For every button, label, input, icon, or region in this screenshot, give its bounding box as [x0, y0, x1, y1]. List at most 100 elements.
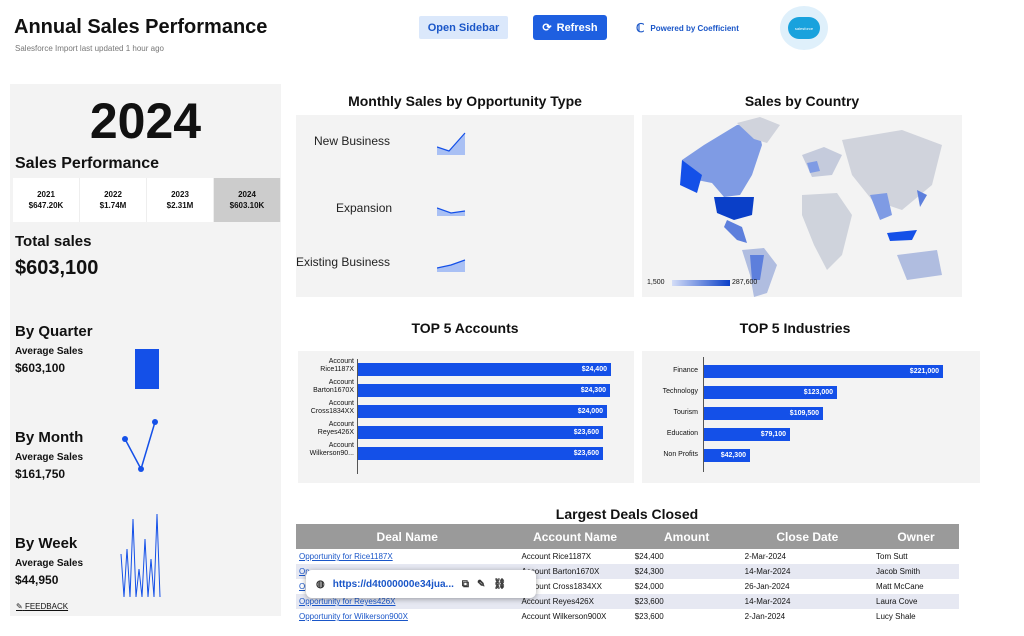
legend-min: 1,500 [647, 279, 665, 286]
top-industries-title: TOP 5 Industries [739, 320, 851, 336]
table-cell: Matt McCane [876, 582, 924, 591]
table-cell: $24,000 [634, 582, 664, 591]
table-cell: Jacob Smith [873, 564, 959, 579]
col-owner[interactable]: Owner [873, 524, 959, 549]
table-cell: $24,300 [631, 564, 742, 579]
account-axis-label: Account Cross1834XX [310, 400, 354, 415]
col-account-name[interactable]: Account Name [518, 524, 632, 549]
col-close-date[interactable]: Close Date [741, 524, 874, 549]
table-cell: Laura Cove [873, 594, 959, 609]
page-title: Annual Sales Performance [14, 16, 268, 38]
coefficient-icon: ℂ [636, 21, 645, 35]
quarter-avg-label: Average Sales [15, 346, 84, 357]
pencil-icon: ✎ [16, 602, 23, 611]
top-accounts-chart: Account Rice1187X $24,400 Account Barton1670… [298, 351, 634, 483]
total-sales-label: Total sales [15, 233, 92, 250]
table-cell: 26-Jan-2024 [744, 582, 790, 591]
existing-business-sparkline [437, 259, 466, 272]
industry-bar[interactable]: $42,300 [704, 449, 750, 462]
account-bar[interactable]: $24,000 [358, 405, 607, 418]
deals-header-row: Deal Name Account Name Amount Close Date… [296, 524, 959, 549]
col-deal-name[interactable]: Deal Name [296, 524, 519, 549]
account-bar[interactable]: $24,400 [358, 363, 611, 376]
monthly-sales-panel: New Business Expansion Existing Business [296, 115, 634, 297]
powered-by-label: Powered by Coefficient [650, 23, 739, 33]
type-label-expansion: Expansion [336, 201, 393, 215]
salesforce-logo: salesforce [780, 6, 828, 50]
by-month-label: By Month [15, 429, 84, 446]
year-tab-2023[interactable]: 2023 $2.31M [147, 178, 214, 222]
table-cell: 2-Jan-2024 [744, 612, 786, 621]
industry-axis-label: Non Profits [663, 451, 698, 458]
account-bar[interactable]: $23,600 [358, 447, 603, 460]
year-tab-value: $647.20K [28, 201, 64, 210]
industry-bar[interactable]: $221,000 [704, 365, 943, 378]
account-bar[interactable]: $24,300 [358, 384, 610, 397]
left-summary-panel: 2024 Sales Performance 2021 $647.20K 2022… [10, 84, 281, 616]
powered-by-link[interactable]: ℂ Powered by Coefficient [636, 21, 739, 35]
account-axis-label: Account Reyes426X [317, 421, 354, 436]
globe-icon: ◍ [316, 578, 325, 590]
industry-axis-label: Education [666, 430, 698, 437]
total-sales-value: $603,100 [15, 257, 99, 279]
industry-bar[interactable]: $79,100 [704, 428, 790, 441]
industries-axis [703, 357, 704, 472]
sales-by-country-map[interactable]: 1,500 287,600 [642, 115, 962, 297]
sales-performance-heading: Sales Performance [15, 155, 160, 172]
refresh-label: Refresh [556, 21, 598, 34]
open-sidebar-button[interactable]: Open Sidebar [419, 16, 508, 39]
type-label-new-business: New Business [314, 134, 391, 148]
deal-link[interactable]: Opportunity for Rice1187X [299, 552, 393, 561]
table-row: Opportunity for Wilkerson900X Account Wil… [296, 609, 959, 624]
year-tab-2021[interactable]: 2021 $647.20K [13, 178, 80, 222]
month-sparkline [122, 419, 158, 472]
popup-url-link[interactable]: https://d4t000000e34jua... [332, 578, 454, 590]
table-cell: 2-Mar-2024 [744, 552, 787, 561]
refresh-icon: ⟳ [542, 22, 552, 34]
deal-link[interactable]: Op [299, 582, 310, 591]
feedback-link[interactable]: ✎ FEEDBACK [16, 602, 68, 611]
table-cell: 14-Mar-2024 [741, 594, 874, 609]
unlink-icon[interactable]: ⛓ [493, 578, 507, 590]
week-sparkline [120, 513, 161, 598]
table-cell: 14-Mar-2024 [741, 564, 874, 579]
edit-icon[interactable]: ✎ [477, 578, 486, 590]
col-amount[interactable]: Amount [631, 524, 742, 549]
table-cell: Account Barton1670X [518, 564, 632, 579]
table-cell: Account Rice1187X [521, 552, 592, 561]
deal-link[interactable]: Opportunity for Wilkerson900X [299, 612, 408, 621]
table-cell: Account Cross1834XX [521, 582, 602, 591]
industry-bar[interactable]: $123,000 [704, 386, 837, 399]
world-map [680, 117, 942, 297]
year-tab-label: 2022 [104, 190, 122, 199]
by-week-label: By Week [15, 535, 78, 552]
accounts-axis [357, 359, 358, 474]
page-subtitle: Salesforce Import last updated 1 hour ag… [15, 44, 164, 53]
table-cell: $23,600 [634, 612, 664, 621]
table-row: Opportunity for Rice1187X Account Rice118… [296, 549, 959, 564]
year-tab-value: $603.10K [229, 201, 265, 210]
year-tab-2022[interactable]: 2022 $1.74M [80, 178, 147, 222]
refresh-button[interactable]: ⟳ Refresh [533, 15, 607, 40]
top-industries-chart: Finance $221,000 Technology $123,000 Tourism… [642, 351, 980, 483]
salesforce-cloud-icon: salesforce [788, 17, 820, 39]
table-cell: $24,400 [634, 552, 664, 561]
industry-axis-label: Finance [673, 367, 698, 374]
copy-icon[interactable]: ⧉ [461, 578, 470, 590]
industry-axis-label: Technology [662, 388, 698, 395]
sales-by-country-title: Sales by Country [744, 93, 860, 109]
monthly-sales-title: Monthly Sales by Opportunity Type [348, 93, 582, 109]
industries-bars: Finance $221,000 Technology $123,000 Tourism… [642, 351, 980, 483]
legend-max: 287,600 [732, 279, 758, 286]
link-popup: ◍ https://d4t000000e34jua... ⧉ ✎ ⛓ [306, 570, 536, 598]
legend-gradient [672, 280, 730, 286]
month-avg-value: $161,750 [15, 467, 66, 481]
industry-bar[interactable]: $109,500 [704, 407, 823, 420]
account-axis-label: Account Rice1187X [320, 358, 354, 373]
table-cell: Account Wilkerson900X [521, 612, 607, 621]
year-tab-2024[interactable]: 2024 $603.10K [214, 178, 281, 222]
quarter-avg-value: $603,100 [15, 361, 66, 375]
account-bar[interactable]: $23,600 [358, 426, 603, 439]
year-tab-label: 2021 [37, 190, 55, 199]
quarter-sparkbar [135, 349, 159, 389]
